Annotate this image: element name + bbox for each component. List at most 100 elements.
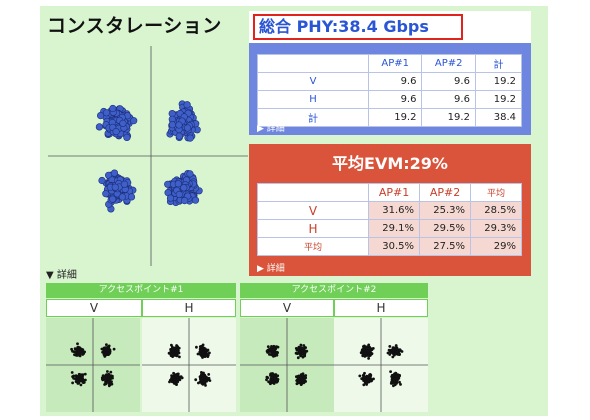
- constellation-point: [79, 383, 83, 387]
- constellation-point: [186, 134, 194, 142]
- table-row: 計 19.2 19.2 38.4: [257, 108, 523, 127]
- constellation-point: [175, 348, 179, 352]
- ap2-h-label: H: [334, 299, 428, 317]
- constellation-point: [106, 349, 110, 352]
- evm-cell: 30.5%: [368, 237, 420, 256]
- evm-table: AP#1 AP#2 平均 V 31.6% 25.3% 28.5% H 29.1%…: [257, 183, 522, 256]
- constellation-point: [199, 374, 203, 378]
- constellation-point: [274, 375, 278, 379]
- constellation-point: [178, 378, 182, 382]
- ap2-v-label: V: [240, 299, 334, 317]
- constellation-point: [109, 104, 117, 113]
- constellation-point: [169, 354, 173, 357]
- constellation-point: [174, 180, 182, 188]
- ap2-h-constellation-plot: [334, 318, 428, 412]
- constellation-point: [170, 343, 173, 347]
- constellation-point: [398, 380, 401, 384]
- constellation-point: [368, 348, 372, 351]
- constellation-point: [186, 170, 194, 178]
- evm-cell: 29.5%: [419, 219, 471, 238]
- phy-header: 総合 PHY:38.4 Gbps: [249, 11, 531, 43]
- constellation-point: [173, 379, 176, 383]
- constellation-point: [79, 373, 83, 377]
- constellation-point: [178, 355, 181, 359]
- constellation-point: [367, 357, 370, 360]
- ap1-v-constellation-plot: [46, 318, 140, 412]
- phy-row-label: H: [257, 90, 369, 109]
- ap1-v-label: V: [46, 299, 142, 317]
- constellation-point: [368, 376, 372, 379]
- constellation-point: [105, 375, 108, 379]
- constellation-point: [95, 123, 104, 131]
- table-row: V 9.6 9.6 19.2: [257, 72, 523, 91]
- constellation-point: [298, 375, 302, 378]
- constellation-point: [76, 345, 80, 349]
- constellation-point: [358, 374, 362, 378]
- constellation-point: [180, 184, 188, 192]
- constellation-point: [175, 383, 178, 386]
- constellation-point: [77, 381, 80, 385]
- constellation-point: [268, 353, 271, 356]
- constellation-point: [201, 379, 205, 383]
- phy-panel: 総合 PHY:38.4 Gbps AP#1 AP#2 計 V 9.6 9.6 1…: [249, 11, 531, 135]
- constellation-point: [395, 374, 399, 377]
- constellation-point: [301, 351, 305, 355]
- constellation-point: [102, 190, 110, 198]
- constellation-point: [394, 371, 398, 375]
- constellation-point: [72, 374, 76, 378]
- constellation-point: [202, 375, 206, 379]
- constellation-point: [206, 348, 210, 352]
- constellation-point: [388, 353, 392, 356]
- constellation-point: [76, 354, 79, 357]
- constellation-point: [367, 352, 371, 356]
- constellation-point: [271, 373, 275, 377]
- constellation-point: [175, 354, 179, 358]
- constellation-point: [102, 109, 111, 117]
- constellation-point: [81, 373, 85, 377]
- constellation-point: [202, 371, 205, 375]
- constellation-point: [269, 346, 273, 350]
- constellation-point: [275, 378, 279, 381]
- evm-details-toggle[interactable]: ▶ 詳細: [257, 264, 285, 274]
- constellation-point: [110, 169, 119, 177]
- constellation-point: [183, 101, 191, 109]
- phy-cell: 9.6: [367, 90, 423, 109]
- constellation-point: [172, 371, 175, 375]
- constellation-point: [101, 377, 104, 381]
- constellation-point: [169, 378, 173, 381]
- phy-details-toggle[interactable]: ▶ 詳細: [257, 124, 285, 134]
- constellation-point: [368, 373, 372, 376]
- details-toggle-main[interactable]: ▼ 詳細: [46, 270, 77, 281]
- constellation-point: [295, 375, 298, 379]
- phy-cell: 19.2: [474, 72, 523, 91]
- access-point-2-header: アクセスポイント#2: [240, 283, 428, 298]
- evm-table-header-row: AP#1 AP#2 平均: [257, 183, 522, 202]
- constellation-point: [127, 193, 136, 201]
- constellation-point: [394, 376, 398, 380]
- constellation-point: [389, 370, 392, 373]
- constellation-point: [298, 352, 301, 355]
- constellation-point: [112, 127, 120, 136]
- evm-cell: 29.1%: [368, 219, 420, 238]
- constellation-point: [364, 380, 367, 384]
- constellation-point: [108, 379, 111, 383]
- constellation-point: [371, 347, 375, 350]
- constellation-point: [172, 374, 175, 378]
- constellation-point: [271, 352, 275, 356]
- constellation-point: [205, 352, 208, 356]
- constellation-point: [365, 374, 369, 378]
- constellation-point: [362, 350, 365, 353]
- constellation-point: [76, 342, 79, 346]
- constellation-point: [109, 370, 113, 374]
- constellation-point: [76, 348, 79, 351]
- constellation-point: [104, 347, 108, 351]
- constellation-point: [172, 350, 176, 354]
- phy-cell: 19.2: [421, 108, 476, 127]
- constellation-point: [367, 343, 371, 347]
- phy-cell: 9.6: [421, 72, 476, 91]
- evm-header-blank: [257, 183, 369, 202]
- constellation-point: [200, 371, 203, 374]
- constellation-point: [106, 370, 109, 373]
- evm-cell: 25.3%: [419, 201, 471, 220]
- phy-cell: 9.6: [421, 90, 476, 109]
